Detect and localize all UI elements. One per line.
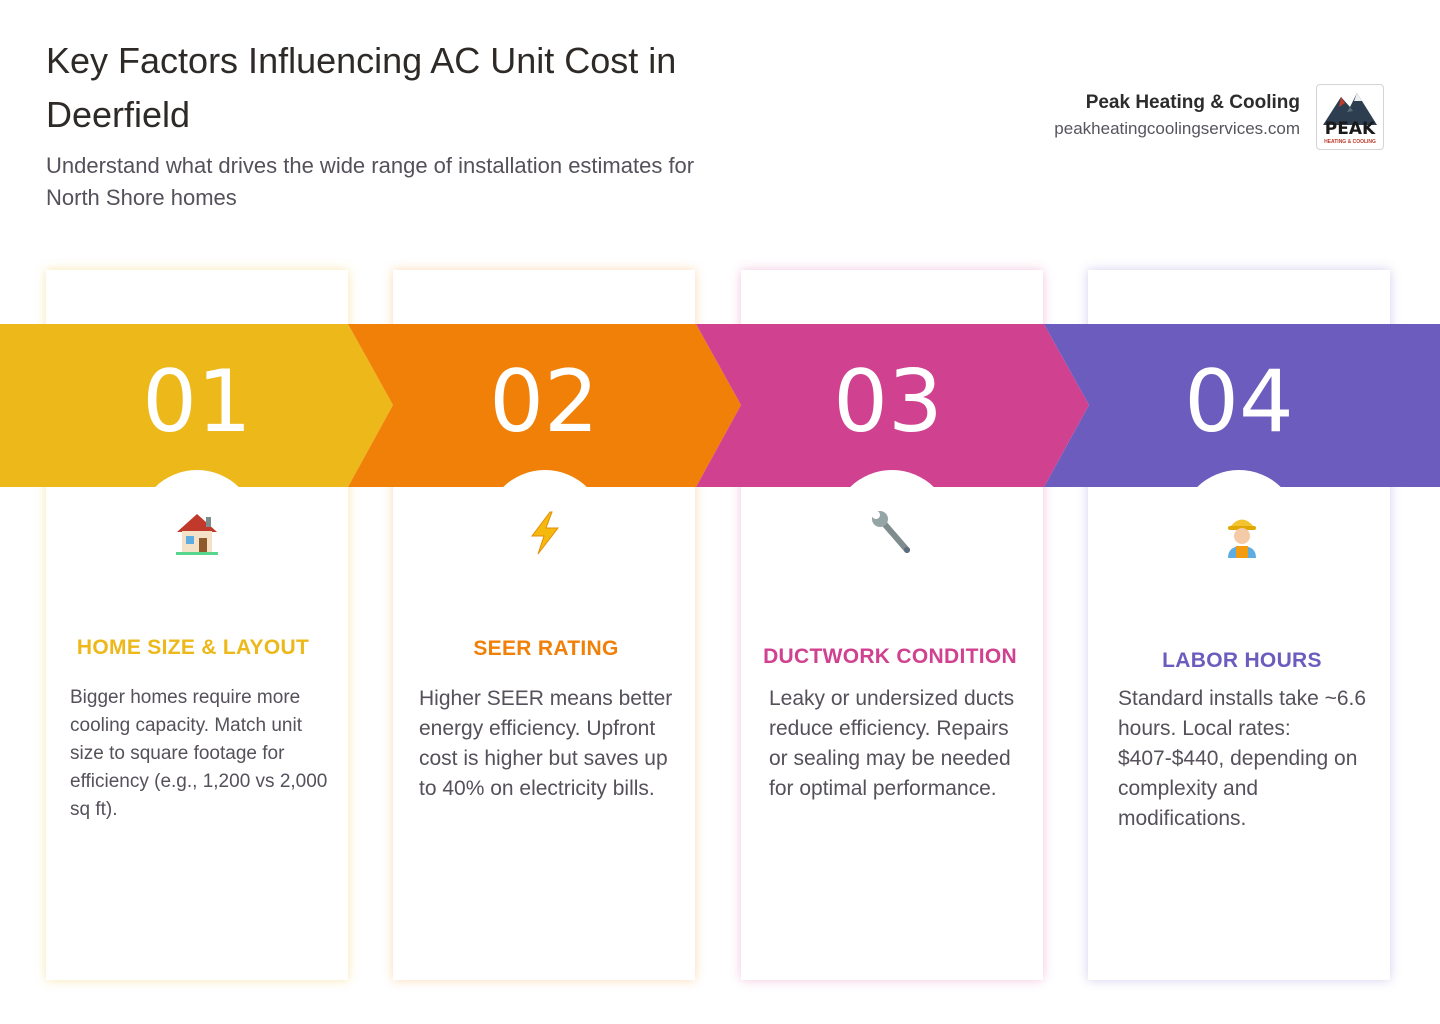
mountain-icon (1323, 93, 1377, 125)
brand-url[interactable]: peakheatingcoolingservices.com (1054, 119, 1300, 138)
chevron-2 (348, 324, 741, 487)
chevron-banner (0, 324, 1440, 487)
chevron-3 (696, 324, 1089, 487)
factor-description-4: Standard installs take ~6.6 hours. Local… (1118, 687, 1367, 830)
factor-label-3: DUCTWORK CONDITION (763, 645, 1017, 668)
factor-label-4: LABOR HOURS (1162, 649, 1322, 672)
brand-logo: PEAK HEATING & COOLING (1316, 84, 1384, 150)
chevron-4 (1044, 324, 1440, 487)
factor-description-3: Leaky or undersized ducts reduce efficie… (769, 687, 1015, 800)
factor-label-1: HOME SIZE & LAYOUT (76, 636, 310, 659)
lightning-icon (515, 508, 575, 558)
chevron-1 (0, 324, 393, 487)
page-title: Key Factors Influencing AC Unit Cost in … (46, 40, 677, 135)
factor-number-1: 01 (142, 352, 252, 452)
factor-number-4: 04 (1184, 352, 1294, 452)
factor-number-3: 03 (833, 352, 943, 452)
factor-description-2: Higher SEER means better energy efficien… (419, 687, 673, 800)
house-icon (167, 508, 227, 558)
factor-label-2: SEER RATING (473, 637, 619, 660)
brand-name: Peak Heating & Cooling (1085, 92, 1300, 113)
logo-subtext: HEATING & COOLING (1324, 139, 1376, 145)
wrench-icon (862, 508, 922, 558)
construction-worker-icon (1212, 508, 1272, 558)
page-subtitle: Understand what drives the wide range of… (46, 153, 695, 210)
factor-description-1: Bigger homes require more cooling capaci… (70, 687, 328, 820)
brand-block: Peak Heating & Cooling peakheatingcoolin… (1054, 90, 1300, 142)
logo-text: PEAK (1324, 119, 1376, 139)
factor-number-2: 02 (489, 352, 599, 452)
